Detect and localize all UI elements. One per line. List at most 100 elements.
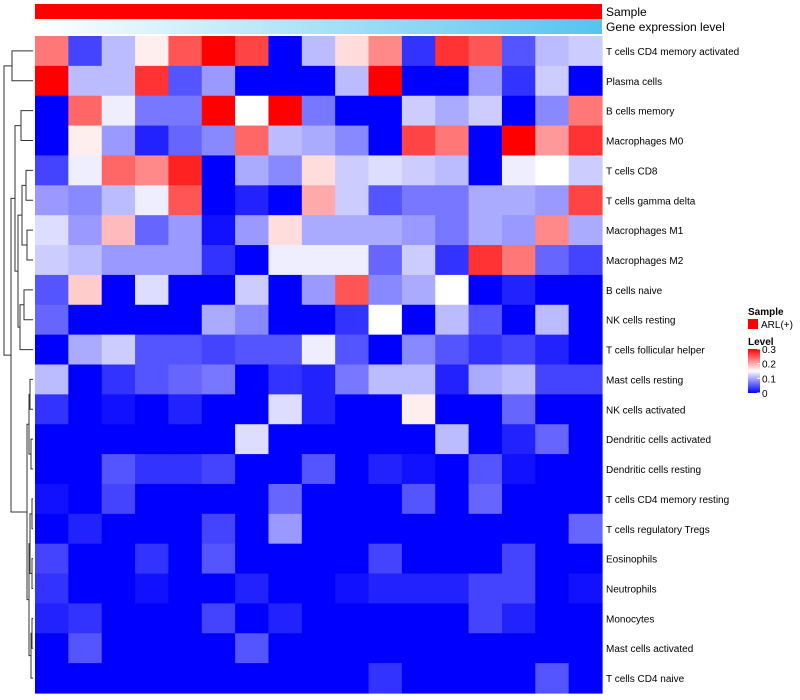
heatmap-cell xyxy=(168,513,203,545)
heatmap-cell xyxy=(101,603,136,634)
heatmap-cell xyxy=(435,513,470,545)
heatmap-cell xyxy=(268,95,303,127)
heatmap-cell xyxy=(268,543,303,575)
heatmap-cell xyxy=(535,483,570,515)
heatmap-cell xyxy=(468,304,503,336)
heatmap-cell xyxy=(68,424,103,455)
heatmap-cell xyxy=(168,603,203,634)
heatmap-cell xyxy=(401,155,436,186)
dendrogram-branch xyxy=(29,378,33,410)
heatmap-cell xyxy=(401,245,436,276)
heatmap-cell xyxy=(535,513,570,545)
heatmap-cell xyxy=(335,513,370,545)
sample-legend-title: Sample xyxy=(748,307,784,318)
heatmap-cell xyxy=(201,513,236,545)
heatmap-cell xyxy=(535,155,570,186)
heatmap-cell xyxy=(201,543,236,575)
heatmap-cell xyxy=(201,454,236,485)
heatmap-cell xyxy=(335,633,370,664)
sample-annotation-label: Sample xyxy=(606,5,647,19)
heatmap-cell xyxy=(35,543,69,575)
heatmap-cell xyxy=(135,274,170,306)
heatmap-cell xyxy=(501,424,536,455)
dendrogram-branch xyxy=(20,110,33,142)
heatmap-cell xyxy=(101,483,136,515)
heatmap-cell xyxy=(135,155,170,186)
heatmap-cell xyxy=(68,573,103,605)
heatmap-cell xyxy=(101,424,136,455)
level-tick-label: 0.2 xyxy=(762,360,776,371)
heatmap-cell xyxy=(401,633,436,664)
heatmap-cell xyxy=(368,245,403,276)
heatmap-cell xyxy=(101,454,136,485)
heatmap-cell xyxy=(201,125,236,157)
heatmap-cell xyxy=(468,633,503,664)
heatmap-cell xyxy=(401,65,436,97)
heatmap-cell xyxy=(135,603,170,634)
heatmap-cell xyxy=(335,245,370,276)
level-legend-ticks: 0.3 0.2 0.1 0 xyxy=(757,345,776,400)
heatmap-cell xyxy=(468,454,503,485)
heatmap-cell xyxy=(335,543,370,575)
heatmap-cell xyxy=(568,245,603,276)
heatmap-cell xyxy=(135,215,170,246)
heatmap-cell xyxy=(268,603,303,634)
heatmap-cell xyxy=(335,394,370,425)
heatmap-cell xyxy=(368,633,403,664)
heatmap-cell xyxy=(68,364,103,395)
heatmap-cell xyxy=(368,185,403,216)
heatmap-cell xyxy=(535,573,570,605)
heatmap-cell xyxy=(535,65,570,97)
heatmap-cell xyxy=(235,155,270,186)
heatmap-cell xyxy=(335,65,370,97)
heatmap-cell xyxy=(68,245,103,276)
heatmap-cell xyxy=(401,543,436,575)
heatmap-cell xyxy=(335,334,370,366)
heatmap-cell xyxy=(301,65,336,97)
heatmap-cell xyxy=(101,394,136,425)
heatmap-cell xyxy=(368,65,403,97)
row-label: Neutrophils xyxy=(606,584,657,595)
heatmap-cell xyxy=(235,304,270,336)
heatmap-cell xyxy=(201,95,236,127)
row-label: Plasma cells xyxy=(606,77,662,88)
heatmap-cell xyxy=(568,155,603,186)
heatmap-cell xyxy=(168,245,203,276)
heatmap-cell xyxy=(235,543,270,575)
heatmap-cell xyxy=(135,334,170,366)
heatmap-cell xyxy=(235,95,270,127)
heatmap-cell xyxy=(568,65,603,97)
heatmap-cell xyxy=(301,125,336,157)
heatmap-cell xyxy=(335,274,370,306)
heatmap-cell xyxy=(201,36,236,67)
row-label: Mast cells activated xyxy=(606,644,693,655)
heatmap-cell xyxy=(501,573,536,605)
heatmap-cell xyxy=(468,603,503,634)
heatmap-cell xyxy=(68,65,103,97)
heatmap-cell xyxy=(435,483,470,515)
heatmap-cell xyxy=(201,483,236,515)
heatmap-cell xyxy=(535,95,570,127)
row-label: B cells memory xyxy=(606,107,674,118)
heatmap-cell xyxy=(401,603,436,634)
heatmap-cell xyxy=(501,633,536,664)
heatmap-cell xyxy=(568,95,603,127)
heatmap-cell xyxy=(268,245,303,276)
heatmap-cell xyxy=(301,95,336,127)
dendrogram-branch xyxy=(31,617,33,649)
heatmap-cell xyxy=(435,304,470,336)
heatmap-cell xyxy=(401,304,436,336)
heatmap-cell xyxy=(335,185,370,216)
heatmap-cell xyxy=(435,424,470,455)
heatmap-cell xyxy=(268,394,303,425)
heatmap-cell xyxy=(568,454,603,485)
heatmap-cell xyxy=(235,364,270,395)
heatmap-cell xyxy=(68,454,103,485)
heatmap-cell xyxy=(435,95,470,127)
heatmap-cell xyxy=(468,334,503,366)
heatmap-cell xyxy=(68,274,103,306)
heatmap-cell xyxy=(301,364,336,395)
heatmap-cell xyxy=(335,95,370,127)
heatmap-cell xyxy=(101,513,136,545)
